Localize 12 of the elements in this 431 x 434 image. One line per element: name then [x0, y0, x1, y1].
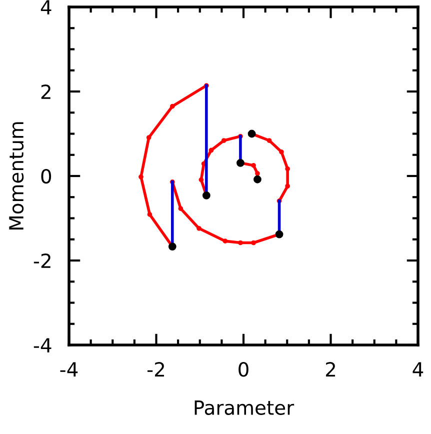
y-tick-label: -2: [34, 253, 50, 268]
x-tick-label: 2: [326, 362, 335, 376]
x-tick-label: -4: [60, 362, 78, 376]
y-axis-title: Momentum: [9, 122, 24, 230]
x-tick-label: -2: [148, 362, 164, 376]
x-tick-label: 4: [412, 362, 424, 376]
x-tick-label: 0: [238, 362, 248, 377]
x-axis-title: Parameter: [194, 400, 294, 415]
y-tick-label: -4: [34, 338, 52, 352]
y-tick-label: 4: [40, 0, 52, 14]
y-tick-label: 0: [41, 168, 52, 184]
y-tick-label: 2: [41, 84, 50, 99]
